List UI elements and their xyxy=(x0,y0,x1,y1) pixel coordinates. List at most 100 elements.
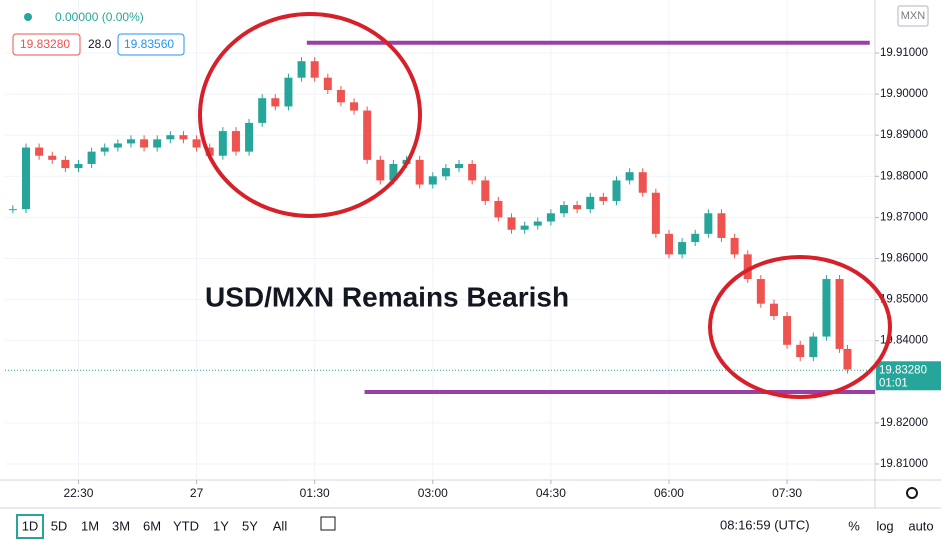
countdown: 01:01 xyxy=(879,377,908,389)
range-button[interactable]: 1D xyxy=(22,518,39,533)
candle xyxy=(651,192,660,234)
x-tick-label: 06:00 xyxy=(654,486,684,500)
highlight-circle xyxy=(708,255,892,399)
candle xyxy=(100,147,109,152)
candle xyxy=(245,122,254,152)
x-tick-label: 04:30 xyxy=(536,486,566,500)
candle xyxy=(769,303,778,317)
y-tick-label: 19.89000 xyxy=(880,129,928,141)
candle xyxy=(258,98,267,123)
x-tick-label: 01:30 xyxy=(300,486,330,500)
candle xyxy=(573,205,582,210)
candle xyxy=(336,90,345,103)
y-tick-label: 19.90000 xyxy=(880,88,928,100)
candle xyxy=(48,155,57,160)
x-tick-label: 27 xyxy=(190,486,204,500)
scale-option[interactable]: % xyxy=(848,518,860,533)
y-tick-label: 19.88000 xyxy=(880,170,928,182)
x-tick-label: 07:30 xyxy=(772,486,802,500)
candle xyxy=(730,237,739,255)
candle xyxy=(415,159,424,185)
candle xyxy=(625,172,634,181)
range-button[interactable]: 6M xyxy=(143,518,161,533)
candle xyxy=(468,163,477,181)
candle xyxy=(231,131,240,152)
scale-option[interactable]: log xyxy=(876,518,893,533)
status-dot xyxy=(24,13,32,21)
candle xyxy=(691,233,700,243)
change: 0.00000 (0.00%) xyxy=(55,10,144,24)
x-tick-label: 22:30 xyxy=(63,486,93,500)
y-tick-label: 19.87000 xyxy=(880,211,928,223)
candle xyxy=(520,225,529,230)
range-button[interactable]: 3M xyxy=(112,518,130,533)
candle xyxy=(455,163,464,169)
candle xyxy=(612,180,621,201)
candle xyxy=(638,172,647,193)
candle xyxy=(140,139,149,148)
candle xyxy=(717,213,726,238)
candle xyxy=(192,139,201,148)
candle xyxy=(350,102,359,111)
candle xyxy=(704,213,713,234)
candle xyxy=(743,254,752,280)
currency-box[interactable] xyxy=(897,5,929,27)
y-tick-label: 19.85000 xyxy=(880,294,928,306)
y-tick-label: 19.82000 xyxy=(880,417,928,429)
compare-icon[interactable] xyxy=(320,516,336,531)
candle xyxy=(756,279,765,304)
candle xyxy=(376,159,385,181)
scale-option[interactable]: auto xyxy=(908,518,933,533)
candle xyxy=(533,221,542,226)
candle xyxy=(835,279,844,349)
range-selected xyxy=(16,514,44,539)
range-button[interactable]: 5D xyxy=(51,518,68,533)
ask: 19.83560 xyxy=(124,37,174,51)
candle xyxy=(843,348,852,370)
y-tick-label: 19.84000 xyxy=(880,335,928,347)
candle xyxy=(126,139,135,144)
candle xyxy=(35,147,44,156)
y-tick-label: 19.86000 xyxy=(880,253,928,265)
highlight-circle xyxy=(198,12,422,218)
candle xyxy=(113,143,122,148)
ask-box[interactable] xyxy=(117,33,185,56)
candle xyxy=(74,163,83,169)
settings-icon[interactable] xyxy=(906,487,918,499)
candle xyxy=(284,77,293,107)
bid-box[interactable] xyxy=(12,33,81,56)
candle xyxy=(323,77,332,90)
range-button[interactable]: YTD xyxy=(173,518,199,533)
candle xyxy=(218,131,227,156)
candle xyxy=(8,209,17,211)
candle xyxy=(271,98,280,107)
candle xyxy=(796,344,805,358)
candle xyxy=(822,279,831,337)
range-button[interactable]: 5Y xyxy=(242,518,258,533)
candle xyxy=(809,336,818,358)
candle xyxy=(599,196,608,201)
currency: MXN xyxy=(901,10,926,22)
candle xyxy=(481,180,490,201)
bid: 19.83280 xyxy=(20,37,70,51)
candle xyxy=(494,200,503,218)
last-price-box xyxy=(876,361,941,391)
candle xyxy=(507,217,516,230)
spread: 28.0 xyxy=(88,37,112,51)
candle xyxy=(389,163,398,181)
candle xyxy=(560,205,569,214)
candle xyxy=(153,139,162,148)
candle xyxy=(166,135,175,140)
range-button[interactable]: 1Y xyxy=(213,518,229,533)
candle xyxy=(441,168,450,177)
candle xyxy=(363,110,372,160)
candle xyxy=(297,61,306,78)
candle xyxy=(205,147,214,156)
candle xyxy=(428,176,437,185)
y-tick-label: 19.91000 xyxy=(880,47,928,59)
range-button[interactable]: 1M xyxy=(81,518,99,533)
last-price-label: 19.83280 xyxy=(879,364,927,376)
range-button[interactable]: All xyxy=(273,518,288,533)
